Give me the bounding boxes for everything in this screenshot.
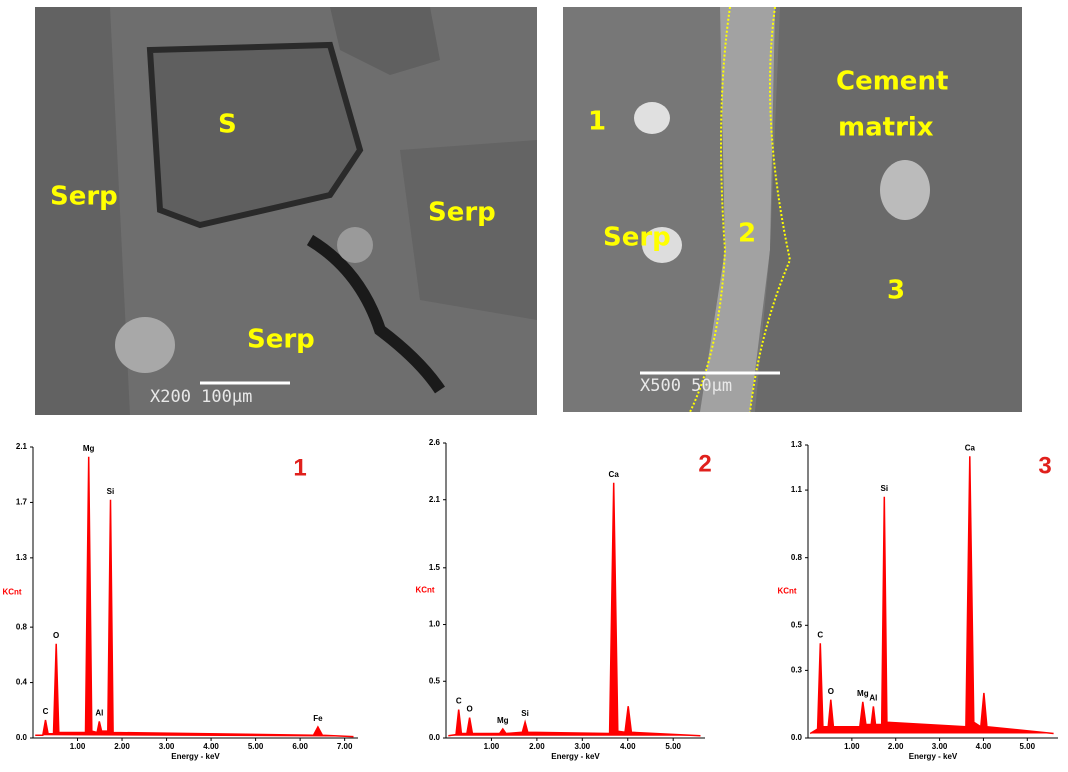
- peak-label: Si: [521, 709, 529, 718]
- figure: S Serp Serp Serp X200 100µm 1 Serp 2 Cem…: [0, 0, 1068, 767]
- x-tick-label: 3.00: [575, 742, 591, 751]
- y-tick-label: 1.3: [16, 553, 28, 562]
- peak-label: O: [467, 705, 473, 714]
- region-label: S: [218, 110, 237, 140]
- y-tick-label: 1.5: [429, 563, 441, 572]
- region-label: 1: [588, 107, 606, 137]
- region-label: 2: [738, 219, 756, 249]
- scale-bar-label: X200 100µm: [150, 387, 252, 407]
- y-tick-label: 0.0: [429, 733, 441, 742]
- region-label: 3: [887, 276, 905, 306]
- y-axis-label: KCnt: [415, 586, 434, 595]
- region-label: Serp: [247, 325, 315, 355]
- x-tick-label: 1.00: [844, 742, 860, 751]
- peak-label: Ca: [965, 443, 976, 452]
- y-tick-label: 0.8: [16, 622, 28, 631]
- y-axis-label: KCnt: [777, 587, 796, 596]
- y-tick-label: 1.3: [791, 440, 803, 449]
- region-label: Serp: [50, 182, 118, 212]
- y-tick-label: 1.1: [791, 485, 803, 494]
- peak-label: C: [43, 707, 49, 716]
- y-tick-label: 0.5: [429, 676, 441, 685]
- x-tick-label: 1.00: [70, 742, 86, 751]
- y-tick-label: 1.7: [16, 498, 28, 507]
- x-tick-label: 2.00: [529, 742, 545, 751]
- region-label: Serp: [603, 223, 671, 253]
- x-tick-label: 6.00: [292, 742, 308, 751]
- peak-label: Si: [107, 487, 115, 496]
- peak-label: C: [817, 630, 823, 639]
- region-label: Cement: [836, 67, 948, 97]
- y-tick-label: 0.0: [16, 733, 28, 742]
- y-tick-label: 0.5: [791, 620, 803, 629]
- x-tick-label: 3.00: [932, 742, 948, 751]
- peak-label: Al: [95, 708, 103, 717]
- spectrum-line: [448, 483, 700, 736]
- peak-label: Al: [869, 694, 877, 703]
- x-axis-label: Energy - keV: [909, 752, 958, 761]
- x-tick-label: 5.00: [248, 742, 264, 751]
- x-axis-label: Energy - keV: [171, 752, 220, 761]
- chart-title: 3: [1038, 452, 1051, 479]
- x-tick-label: 4.00: [976, 742, 992, 751]
- peak-label: Ca: [609, 470, 620, 479]
- y-tick-label: 2.1: [16, 442, 28, 451]
- chart-title: 2: [698, 450, 711, 477]
- region-label: matrix: [838, 113, 934, 143]
- x-axis-label: Energy - keV: [551, 752, 600, 761]
- spectrum-line: [810, 456, 1053, 733]
- y-tick-label: 2.6: [429, 438, 441, 447]
- x-tick-label: 4.00: [203, 742, 219, 751]
- peak-label: Mg: [497, 716, 509, 725]
- chart-title: 1: [293, 454, 306, 481]
- peak-label: O: [828, 687, 834, 696]
- peak-label: Mg: [857, 689, 869, 698]
- x-tick-label: 4.00: [620, 742, 636, 751]
- x-tick-label: 2.00: [114, 742, 130, 751]
- peak-label: O: [53, 631, 59, 640]
- peak-label: Mg: [83, 444, 95, 453]
- peak-label: Fe: [313, 714, 323, 723]
- y-tick-label: 0.4: [16, 678, 28, 687]
- micrograph-1: S Serp Serp Serp X200 100µm: [35, 7, 537, 415]
- x-tick-label: 7.00: [337, 742, 353, 751]
- y-tick-label: 0.3: [791, 665, 803, 674]
- y-tick-label: 0.8: [791, 553, 803, 562]
- x-tick-label: 5.00: [1020, 742, 1036, 751]
- peak-label: C: [456, 697, 462, 706]
- y-axis-label: KCnt: [2, 588, 21, 597]
- y-tick-label: 2.1: [429, 495, 441, 504]
- y-tick-label: 0.0: [791, 733, 803, 742]
- spectrum-line: [35, 457, 353, 737]
- x-tick-label: 2.00: [888, 742, 904, 751]
- x-tick-label: 5.00: [665, 742, 681, 751]
- x-tick-label: 3.00: [159, 742, 175, 751]
- peak-label: Si: [881, 484, 889, 493]
- micrograph-2: 1 Serp 2 Cement matrix 3 X500 50µm: [563, 7, 1022, 412]
- region-label: Serp: [428, 198, 496, 228]
- scale-bar-label: X500 50µm: [640, 376, 732, 396]
- x-tick-label: 1.00: [484, 742, 500, 751]
- y-tick-label: 1.0: [429, 620, 441, 629]
